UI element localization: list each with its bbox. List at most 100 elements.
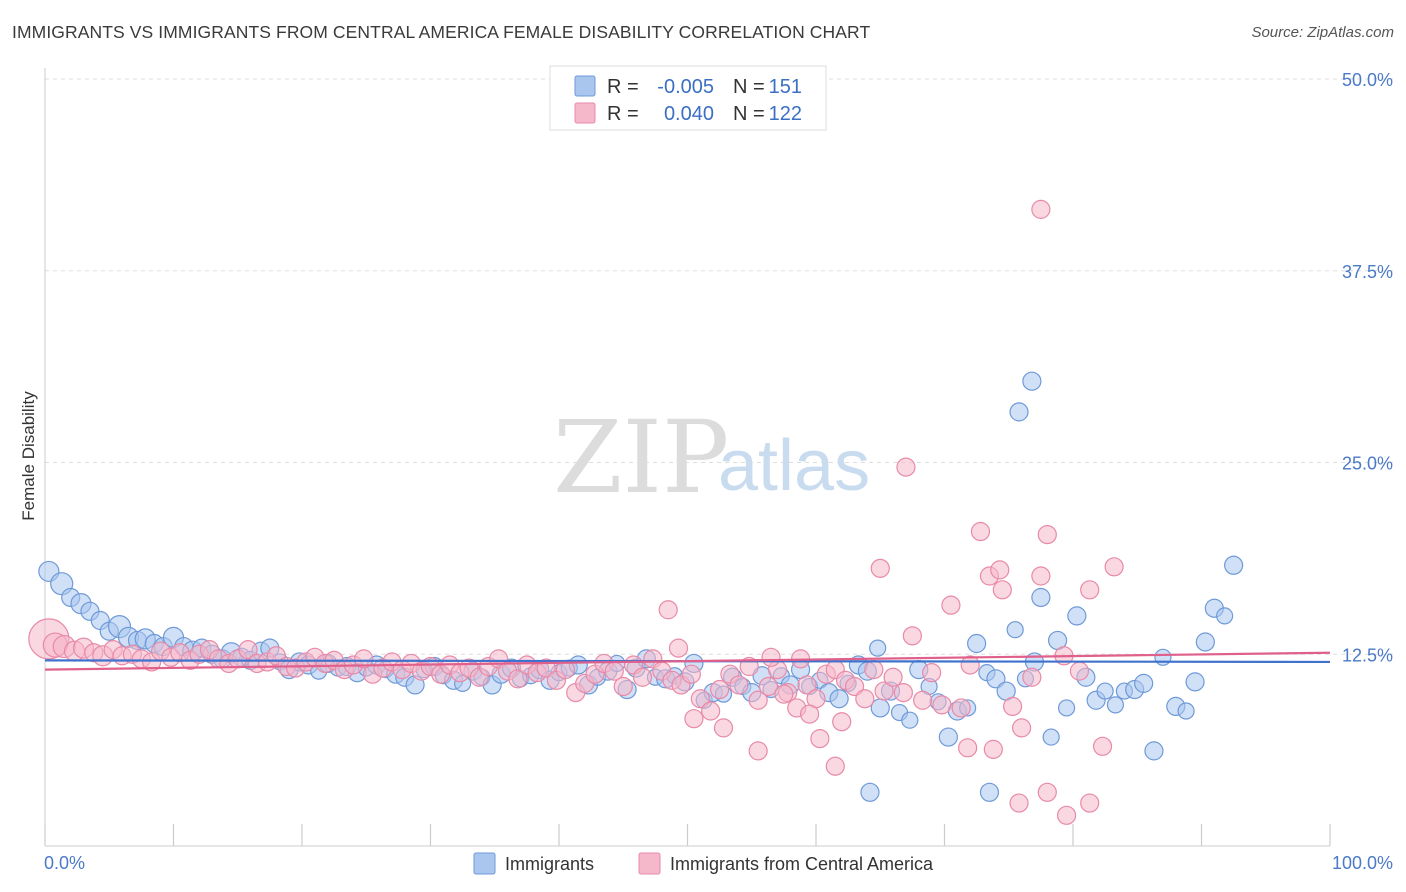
point-central-america-96 [960,655,980,675]
x-tick-label-0: 0.0% [44,853,85,873]
axes [44,68,1331,847]
legend-r-label-1: R = [607,76,639,98]
point-central-america-69 [701,701,721,721]
tick-labels: 12.5% 25.0% 37.5% 50.0% 0.0% 100.0% [44,70,1393,873]
point-central-america-125 [1031,566,1051,586]
point-central-america-99 [990,560,1010,580]
point-central-america-114 [774,684,794,704]
point-central-america-102 [1011,718,1032,738]
point-central-america-91 [913,690,933,710]
point-central-america-122 [958,738,978,758]
point-immigrants-90 [901,711,919,729]
y-tick-label-2: 37.5% [1342,262,1393,282]
legend-r-value-2: 0.040 [664,103,714,125]
legend-n-value-1: 151 [769,76,802,98]
point-central-america-117 [810,729,830,749]
point-immigrants-120 [1185,672,1205,692]
point-immigrants-112 [1106,696,1125,714]
point-central-america-94 [941,595,961,615]
point-immigrants-108 [1067,606,1087,626]
point-central-america-108 [896,457,916,477]
trend-lines [44,651,1331,671]
legend-n-label-1: N = [733,76,765,98]
point-central-america-106 [1069,661,1090,681]
point-immigrants-99 [986,669,1006,689]
point-central-america-123 [983,739,1003,759]
point-central-america-84 [844,676,865,697]
point-central-america-112 [684,709,704,729]
point-central-america-104 [1037,524,1057,545]
point-central-america-121 [713,718,734,738]
point-central-america-88 [883,667,903,687]
point-immigrants-128 [860,782,880,802]
point-immigrants-123 [1216,607,1234,625]
legend-r-label-2: R = [607,103,639,125]
point-immigrants-116 [1144,741,1164,761]
point-central-america-113 [761,647,781,667]
point-central-america-89 [893,682,913,703]
point-central-america-75 [758,676,779,697]
y-tick-label-1: 25.0% [1342,454,1393,474]
point-central-america-116 [799,704,820,724]
point-central-america-95 [951,698,971,718]
point-central-america-124 [1009,793,1029,813]
point-immigrants-125 [1009,402,1029,422]
point-central-america-119 [832,712,852,732]
legend-swatch-blue [574,75,596,97]
point-central-america-85 [855,689,875,709]
top-legend: R = -0.005 N = 151 R = 0.040 N = 122 [549,65,827,131]
point-central-america-103 [1022,667,1042,687]
point-immigrants-117 [1154,648,1172,666]
point-central-america-72 [729,675,749,695]
point-immigrants-115 [1134,673,1154,693]
bottom-legend-swatch-blue [473,852,496,875]
y-tick-label-3: 50.0% [1342,70,1393,90]
point-central-america-100 [992,580,1012,600]
point-central-america-62 [632,667,653,687]
point-immigrants-101 [1006,621,1024,639]
point-central-america-86 [864,659,884,680]
y-axis-title: Female Disability [19,391,38,521]
point-central-america-128 [1080,793,1100,813]
point-immigrants-121 [1195,632,1215,652]
point-immigrants-105 [1042,728,1060,746]
point-central-america-129 [1092,736,1113,756]
watermark: ZIP atlas [553,399,870,516]
point-central-america-130 [1031,199,1051,219]
point-immigrants-127 [979,782,1000,802]
point-central-america-33 [354,649,374,669]
legend-box [549,65,827,131]
point-central-america-92 [922,663,942,683]
point-central-america-21 [238,640,258,660]
point-immigrants-111 [1096,682,1114,700]
bottom-legend-label-immigrants: Immigrants [505,854,594,874]
point-central-america-79 [797,675,817,695]
legend-swatch-pink [574,102,596,124]
point-central-america-110 [658,600,678,620]
bottom-legend-label-central-america: Immigrants from Central America [670,854,934,874]
point-central-america-74 [748,690,768,710]
point-central-america-131 [1104,557,1124,577]
source-credit: Source: ZipAtlas.com [1251,24,1394,41]
point-immigrants-86 [869,639,887,657]
x-tick-label-1: 100.0% [1332,853,1393,873]
legend-n-value-2: 122 [769,103,802,125]
watermark-atlas: atlas [718,426,870,506]
watermark-zip: ZIP [553,399,729,516]
legend-r-value-1: -0.005 [657,76,714,98]
point-immigrants-94 [938,727,958,747]
point-central-america-67 [681,664,701,684]
bottom-legend-swatch-pink [638,852,661,875]
point-central-america-126 [1037,782,1057,802]
grid-lines [45,78,1394,655]
point-central-america-90 [902,626,922,646]
point-central-america-120 [748,741,768,761]
y-tick-label-0: 12.5% [1342,645,1393,665]
point-immigrants-126 [1022,371,1042,391]
point-central-america-49 [508,669,528,689]
point-immigrants-104 [1031,587,1051,608]
bottom-legend: Immigrants Immigrants from Central Ameri… [473,852,934,875]
point-central-america-127 [1056,805,1077,825]
point-immigrants-119 [1177,702,1195,720]
point-central-america-107 [1080,580,1100,600]
